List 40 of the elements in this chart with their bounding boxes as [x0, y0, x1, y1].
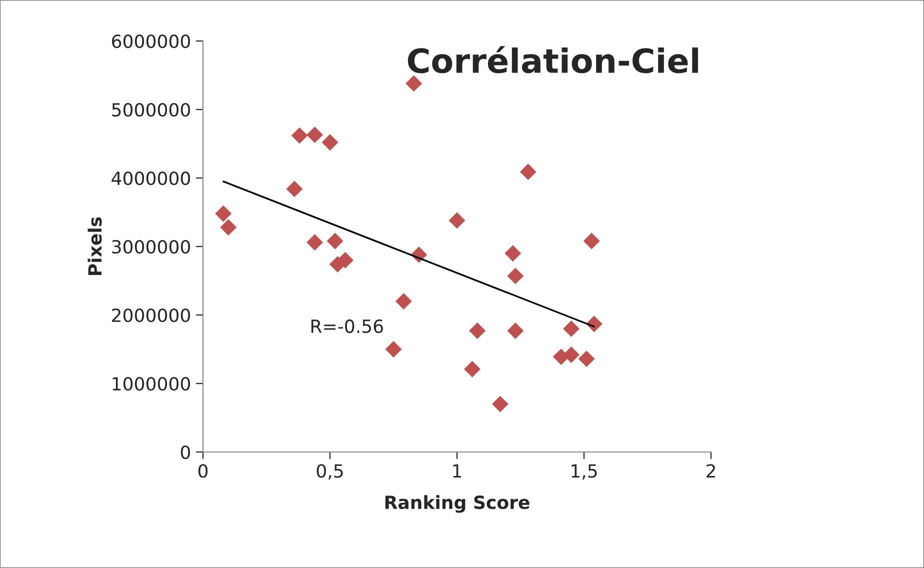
point — [469, 322, 486, 339]
point — [337, 252, 354, 268]
point — [286, 180, 303, 198]
point — [406, 75, 422, 92]
y-tick-label: 6000000 — [112, 34, 190, 48]
y-tick-label: 4000000 — [112, 171, 190, 186]
x-tick-label: 0,5 — [316, 464, 343, 480]
x-tick-label: 1,5 — [572, 464, 597, 480]
annotation: R=-0.56 — [311, 319, 383, 334]
point — [306, 234, 323, 251]
y-axis-title: Pixels — [88, 217, 102, 275]
point — [504, 245, 522, 262]
point — [291, 127, 308, 144]
point — [220, 219, 237, 236]
chart-title: Corrélation-Ciel — [408, 46, 698, 74]
x-tick-label: 2 — [706, 464, 715, 478]
point — [563, 320, 580, 337]
point — [578, 350, 595, 368]
point — [583, 232, 600, 250]
y-tick-label: 1000000 — [112, 376, 190, 391]
point — [507, 322, 524, 339]
point — [215, 205, 232, 222]
y-tick-label: 0 — [180, 445, 190, 460]
point — [464, 360, 480, 378]
point — [306, 126, 323, 144]
x-tick-label: 0 — [198, 464, 208, 478]
point — [520, 164, 536, 180]
y-tick-label: 3000000 — [112, 240, 190, 254]
y-tick-label: 5000000 — [112, 102, 190, 117]
point — [492, 396, 508, 412]
point — [385, 341, 402, 358]
x-axis-title: Ranking Score — [385, 495, 530, 513]
point — [326, 232, 344, 250]
x-tick-label: 1 — [453, 464, 462, 478]
y-tick-label: 2000000 — [112, 308, 190, 322]
point — [507, 268, 524, 284]
point — [395, 293, 412, 310]
point — [322, 134, 338, 151]
point — [448, 212, 466, 229]
point — [563, 346, 580, 363]
